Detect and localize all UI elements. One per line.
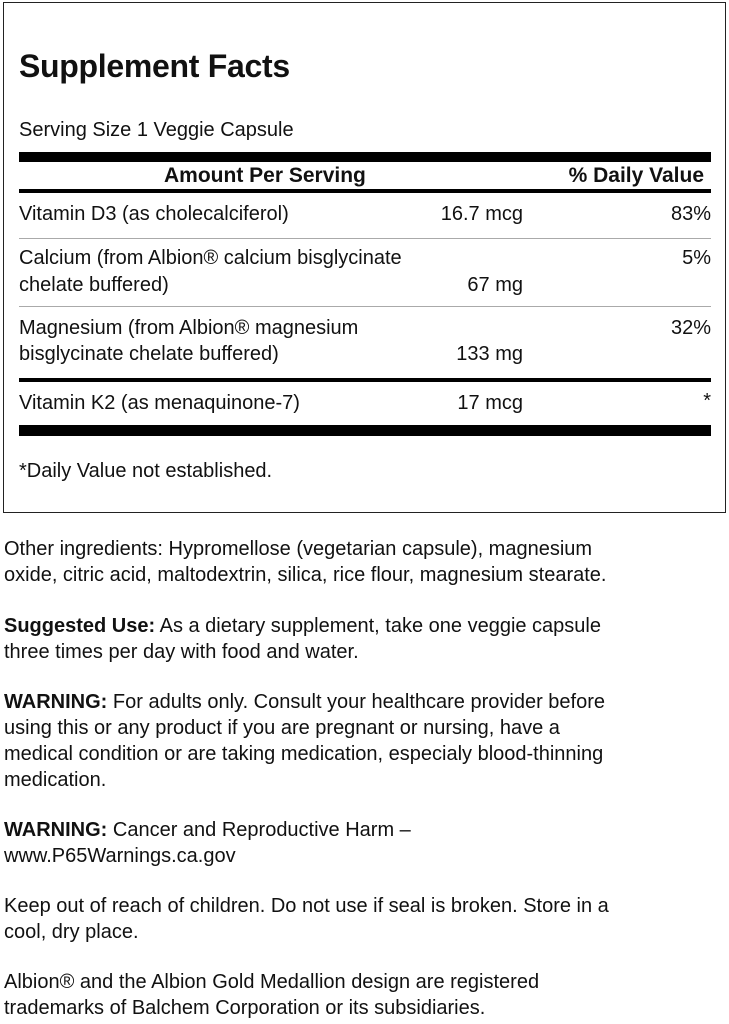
thick-divider bbox=[19, 425, 711, 436]
text-line: medical condition or are taking medicati… bbox=[4, 743, 604, 765]
text-line: Keep out of reach of children. Do not us… bbox=[4, 895, 609, 917]
text-line: Other ingredients: Hypromellose (vegetar… bbox=[4, 538, 593, 560]
nutrient-name-cont: chelate buffered) bbox=[19, 274, 169, 296]
nutrient-dv: * bbox=[703, 390, 711, 412]
divider bbox=[19, 378, 711, 382]
nutrient-dv: 83% bbox=[670, 203, 711, 225]
text-line: www.P65Warnings.ca.gov bbox=[4, 845, 236, 867]
footnote: *Daily Value not established. bbox=[19, 460, 273, 482]
text-line: For adults only. Consult your healthcare… bbox=[107, 691, 605, 713]
text-line: medication. bbox=[4, 769, 107, 791]
nutrient-amount: 133 mg bbox=[456, 343, 523, 365]
nutrient-dv: 32% bbox=[670, 317, 711, 339]
header-daily-value: % Daily Value bbox=[568, 164, 704, 187]
label: WARNING: bbox=[4, 819, 108, 841]
header-amount: Amount Per Serving bbox=[164, 164, 366, 187]
other-ingredients: Other ingredients: Hypromellose (vegetar… bbox=[4, 536, 726, 588]
panel-title: Supplement Facts bbox=[19, 48, 290, 84]
divider bbox=[19, 189, 711, 193]
supplement-facts-panel bbox=[3, 2, 726, 513]
text-line: Cancer and Reproductive Harm – bbox=[107, 819, 411, 841]
storage-note: Keep out of reach of children. Do not us… bbox=[4, 893, 726, 945]
row-divider bbox=[19, 238, 711, 239]
nutrient-name: Magnesium (from Albion® magnesium bbox=[19, 317, 359, 339]
text-line: trademarks of Balchem Corporation or its… bbox=[4, 997, 486, 1019]
thick-divider bbox=[19, 152, 711, 162]
text-line: Albion® and the Albion Gold Medallion de… bbox=[4, 971, 540, 993]
nutrient-name: Vitamin D3 (as cholecalciferol) bbox=[19, 203, 289, 225]
text-line: using this or any product if you are pre… bbox=[4, 717, 560, 739]
nutrient-name-cont: bisglycinate chelate buffered) bbox=[19, 343, 279, 365]
trademark-note: Albion® and the Albion Gold Medallion de… bbox=[4, 969, 726, 1021]
row-divider bbox=[19, 306, 711, 307]
text-line: three times per day with food and water. bbox=[4, 641, 359, 663]
nutrient-amount: 67 mg bbox=[467, 274, 523, 296]
suggested-use: Suggested Use: As a dietary supplement, … bbox=[4, 613, 726, 665]
text-line: oxide, citric acid, maltodextrin, silica… bbox=[4, 564, 607, 586]
warning-general: WARNING: For adults only. Consult your h… bbox=[4, 689, 726, 793]
label: WARNING: bbox=[4, 691, 108, 713]
warning-prop65: WARNING: Cancer and Reproductive Harm – … bbox=[4, 817, 726, 869]
nutrient-name: Calcium (from Albion® calcium bisglycina… bbox=[19, 247, 402, 269]
label: Suggested Use: bbox=[4, 615, 156, 637]
text-line: As a dietary supplement, take one veggie… bbox=[155, 615, 601, 637]
serving-size: Serving Size 1 Veggie Capsule bbox=[19, 119, 294, 141]
nutrient-name: Vitamin K2 (as menaquinone-7) bbox=[19, 392, 300, 414]
nutrient-dv: 5% bbox=[682, 247, 711, 269]
text-line: cool, dry place. bbox=[4, 921, 139, 943]
nutrient-amount: 16.7 mcg bbox=[440, 203, 523, 225]
nutrient-amount: 17 mcg bbox=[457, 392, 523, 414]
